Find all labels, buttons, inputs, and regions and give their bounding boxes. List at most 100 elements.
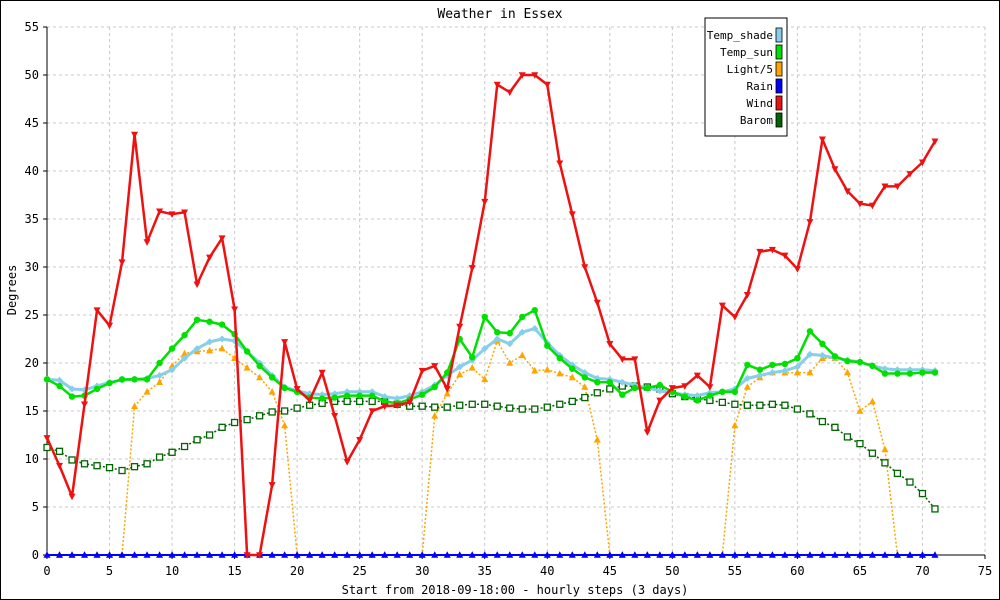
x-tick-label: 60: [790, 564, 804, 578]
x-tick-label: 75: [978, 564, 992, 578]
data-point-temp-sun: [68, 393, 76, 400]
data-point-rain: [543, 551, 551, 558]
data-point-rain: [218, 551, 226, 558]
data-point-rain: [818, 551, 826, 558]
data-point-rain: [81, 551, 89, 558]
data-point-temp-sun: [844, 357, 851, 365]
data-point-barom: [481, 400, 489, 408]
data-point-rain: [718, 551, 726, 558]
data-point-wind: [431, 363, 439, 370]
data-point-wind: [68, 493, 76, 501]
data-point-temp-sun: [469, 354, 476, 361]
data-point-temp-shade: [206, 338, 214, 346]
data-point-wind: [93, 307, 101, 314]
data-point-barom: [518, 405, 526, 413]
data-point-barom: [531, 405, 539, 413]
data-point-rain: [206, 551, 214, 558]
data-point-rain: [493, 551, 501, 558]
data-point-barom: [180, 442, 189, 451]
x-tick-label: 65: [853, 564, 867, 578]
data-point-barom: [80, 460, 89, 468]
data-point-rain: [756, 551, 764, 558]
data-point-barom: [118, 466, 126, 475]
data-point-wind: [456, 323, 464, 331]
data-point-temp-shade: [693, 392, 701, 400]
data-point-light-5: [731, 421, 739, 429]
data-point-wind: [281, 339, 289, 346]
data-point-temp-sun: [381, 398, 388, 405]
x-axis-label: Start from 2018-09-18:00 - hourly steps …: [342, 583, 689, 597]
data-point-wind: [743, 292, 751, 299]
y-tick-label: 45: [25, 116, 39, 130]
data-point-wind: [931, 138, 939, 146]
data-point-rain: [618, 551, 626, 558]
data-point-temp-sun: [606, 379, 613, 386]
data-point-rain: [468, 551, 476, 558]
grid-lines: [47, 26, 986, 555]
data-point-rain: [418, 551, 426, 558]
data-point-temp-sun: [56, 382, 63, 390]
data-point-rain: [668, 551, 676, 558]
data-point-temp-sun: [168, 345, 176, 352]
data-point-wind: [818, 136, 826, 144]
data-point-temp-sun: [619, 391, 626, 398]
data-point-rain: [56, 551, 64, 558]
series-line-barom: [46, 385, 936, 510]
data-point-barom: [130, 463, 139, 471]
x-tick-label: 10: [165, 564, 179, 578]
data-point-rain: [68, 551, 76, 558]
data-point-temp-sun: [193, 316, 201, 323]
data-point-barom: [568, 397, 576, 406]
data-point-rain: [331, 551, 339, 558]
data-point-wind: [768, 246, 776, 254]
data-point-wind: [756, 248, 764, 256]
data-point-temp-sun: [919, 369, 926, 376]
data-point-barom: [468, 400, 476, 408]
series-layer: [43, 72, 939, 559]
data-point-temp-shade: [518, 328, 526, 336]
x-tick-label: 5: [106, 564, 113, 578]
data-point-temp-sun: [556, 355, 563, 362]
data-point-wind: [331, 413, 339, 420]
data-point-barom: [731, 400, 739, 408]
data-point-wind: [781, 252, 789, 260]
data-point-temp-shade: [181, 354, 189, 362]
data-point-temp-sun: [694, 397, 701, 404]
data-point-light-5: [506, 359, 514, 366]
data-point-wind: [393, 402, 401, 410]
y-tick-label: 40: [25, 164, 39, 178]
x-tick-label: 20: [290, 564, 304, 578]
data-point-temp-shade: [793, 363, 801, 371]
data-point-rain: [406, 551, 414, 558]
data-point-temp-sun: [544, 342, 551, 349]
x-tick-label: 35: [478, 564, 492, 578]
x-tick-label: 40: [540, 564, 554, 578]
data-point-wind: [131, 131, 139, 139]
data-point-wind: [243, 552, 251, 559]
x-tick-label: 0: [43, 564, 50, 578]
data-point-barom: [781, 401, 789, 409]
data-point-light-5: [856, 407, 864, 414]
data-point-wind: [793, 266, 801, 273]
data-point-barom: [456, 401, 464, 409]
data-point-rain: [431, 551, 439, 558]
data-point-barom: [105, 463, 114, 472]
data-point-rain: [868, 551, 876, 558]
legend: Temp_shade Temp_sun Light/5 Rain Wind Barom: [704, 17, 788, 137]
data-point-light-5: [456, 370, 464, 378]
legend-swatch-rain: [775, 78, 783, 94]
data-point-temp-sun: [206, 318, 213, 325]
data-point-wind: [618, 356, 626, 363]
data-point-rain: [581, 551, 589, 558]
data-point-temp-sun: [594, 379, 601, 386]
data-point-wind: [643, 429, 651, 436]
data-point-temp-sun: [243, 348, 251, 355]
data-point-temp-shade: [393, 395, 401, 403]
data-point-wind: [106, 322, 114, 330]
data-point-temp-sun: [731, 388, 739, 395]
data-point-rain: [831, 551, 839, 558]
data-point-barom: [756, 401, 764, 409]
data-point-rain: [706, 551, 714, 558]
data-point-rain: [443, 551, 451, 558]
data-point-light-5: [281, 421, 289, 429]
